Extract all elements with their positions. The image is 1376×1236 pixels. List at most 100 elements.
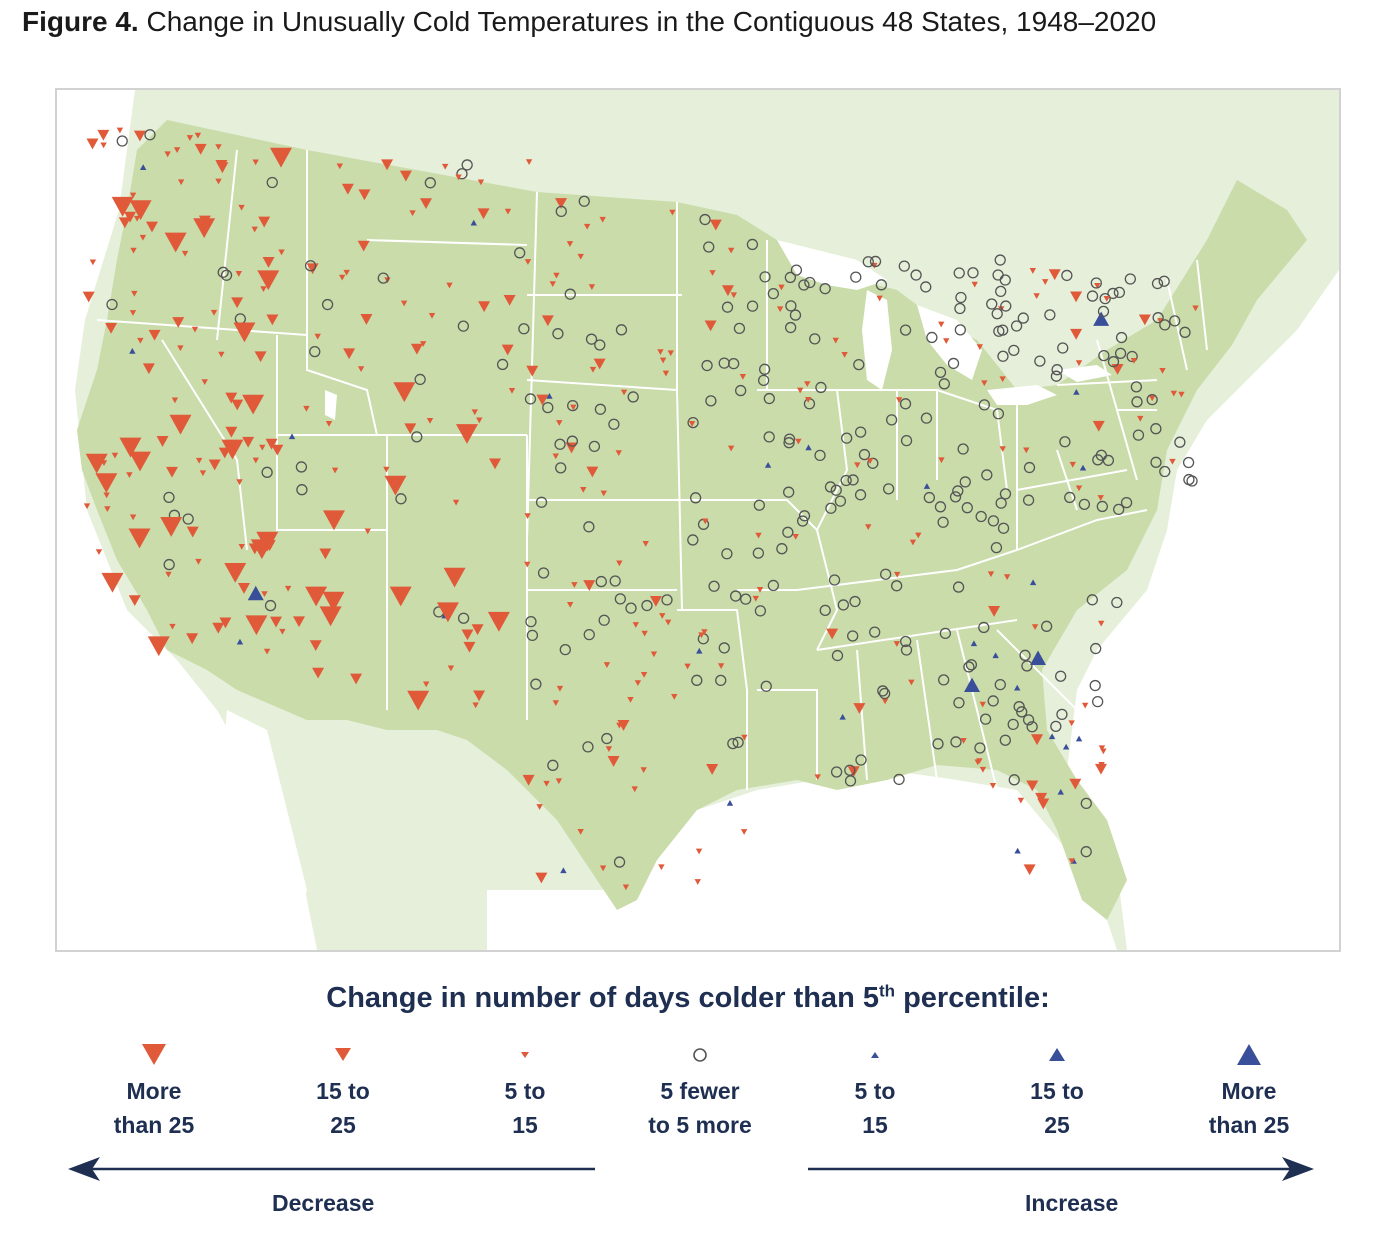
legend-item-decrease-large: More than 25 — [69, 1040, 239, 1142]
us-map — [57, 90, 1339, 950]
no-change-marker — [869, 255, 882, 268]
no-change-marker — [578, 195, 590, 207]
no-change-marker — [411, 431, 423, 443]
decrease-marker — [322, 510, 345, 531]
no-change-marker — [699, 213, 711, 226]
decrease-marker — [599, 865, 607, 872]
decrease-marker — [221, 439, 244, 460]
decrease-marker — [866, 458, 874, 465]
decrease-marker — [199, 470, 207, 477]
legend-title-main: Change in number of days colder than 5 — [326, 982, 879, 1014]
decrease-marker — [688, 421, 696, 427]
no-change-marker — [708, 580, 720, 592]
decrease-marker — [279, 628, 286, 635]
no-change-marker — [847, 630, 859, 642]
increase-marker — [964, 677, 981, 692]
no-change-marker — [564, 288, 576, 300]
decrease-marker — [684, 663, 691, 670]
no-change-marker — [785, 300, 797, 312]
legend-title-superscript: th — [878, 981, 896, 1001]
decrease-marker — [173, 147, 181, 154]
decrease-marker — [727, 445, 735, 452]
decrease-marker — [343, 269, 350, 276]
decrease-small-symbol — [521, 1052, 529, 1058]
decrease-marker — [195, 457, 203, 464]
decrease-marker — [394, 480, 402, 487]
decrease-marker — [410, 343, 423, 355]
no-change-marker — [1092, 454, 1104, 466]
increase-marker — [247, 585, 264, 601]
no-change-marker — [1151, 277, 1164, 290]
decrease-marker — [1192, 305, 1199, 312]
decrease-marker — [193, 218, 216, 239]
no-change-marker — [1017, 312, 1029, 324]
legend-label: More than 25 — [1208, 1078, 1290, 1138]
decrease-marker — [893, 641, 901, 647]
decrease-marker — [177, 179, 185, 186]
decrease-marker — [124, 211, 137, 223]
decrease-marker — [441, 163, 449, 170]
decrease-marker — [381, 159, 394, 171]
no-change-marker — [703, 241, 715, 253]
decrease-marker — [671, 694, 678, 700]
decrease-marker — [876, 295, 883, 302]
decrease-marker — [447, 665, 455, 672]
decrease-marker — [814, 774, 821, 781]
decrease-marker — [116, 127, 124, 134]
lake-michigan — [862, 290, 892, 390]
no-change-marker — [923, 491, 936, 504]
great-salt-lake — [325, 390, 337, 420]
decrease-marker — [169, 623, 176, 630]
no-change-marker — [594, 339, 606, 351]
no-change-marker — [858, 448, 871, 461]
no-change-marker — [555, 462, 567, 474]
no-change-marker — [844, 764, 856, 776]
no-change-marker — [1124, 273, 1136, 285]
decrease-marker — [1098, 745, 1106, 752]
no-change-marker — [583, 521, 595, 533]
decrease-marker — [1042, 279, 1049, 285]
no-change-marker — [882, 483, 895, 495]
no-change-marker — [567, 399, 579, 412]
decrease-marker — [1169, 458, 1176, 465]
decrease-marker — [881, 698, 889, 705]
no-change-marker — [880, 568, 892, 580]
decrease-marker — [478, 301, 491, 313]
decrease-marker — [504, 208, 512, 215]
decrease-marker — [589, 366, 597, 373]
no-change-marker — [841, 432, 853, 444]
decrease-marker — [407, 690, 430, 711]
decrease-marker — [976, 758, 983, 764]
no-change-marker — [613, 856, 626, 868]
no-change-marker — [999, 734, 1011, 746]
decrease-marker — [343, 348, 356, 360]
decrease-marker — [620, 389, 628, 396]
no-change-marker — [309, 345, 321, 358]
decrease-marker — [709, 219, 722, 231]
no-change-marker — [815, 381, 827, 394]
decrease-marker — [322, 591, 345, 612]
decrease-marker — [224, 562, 247, 583]
decrease-marker — [404, 423, 417, 435]
increase-large-symbol — [1237, 1044, 1261, 1065]
no-change-marker — [535, 496, 548, 508]
decrease-marker — [615, 450, 622, 457]
no-change-marker — [106, 298, 118, 311]
increase-marker — [470, 219, 477, 226]
decrease-marker — [350, 673, 363, 685]
no-change-marker — [1099, 293, 1111, 305]
no-change-marker — [784, 271, 796, 284]
no-change-marker — [954, 302, 966, 315]
decrease-marker — [261, 591, 268, 598]
decrease-marker — [999, 376, 1006, 383]
lake-huron — [917, 305, 982, 380]
decrease-marker — [257, 270, 280, 291]
no-change-marker — [1097, 305, 1110, 318]
figure-title-text: Change in Unusually Cold Temperatures in… — [146, 6, 1157, 37]
no-change-marker — [831, 649, 844, 662]
decrease-marker — [525, 159, 533, 165]
lake-erie — [987, 385, 1057, 405]
no-change-marker — [144, 129, 156, 141]
decrease-marker — [1094, 282, 1101, 289]
decrease-marker — [979, 701, 986, 708]
